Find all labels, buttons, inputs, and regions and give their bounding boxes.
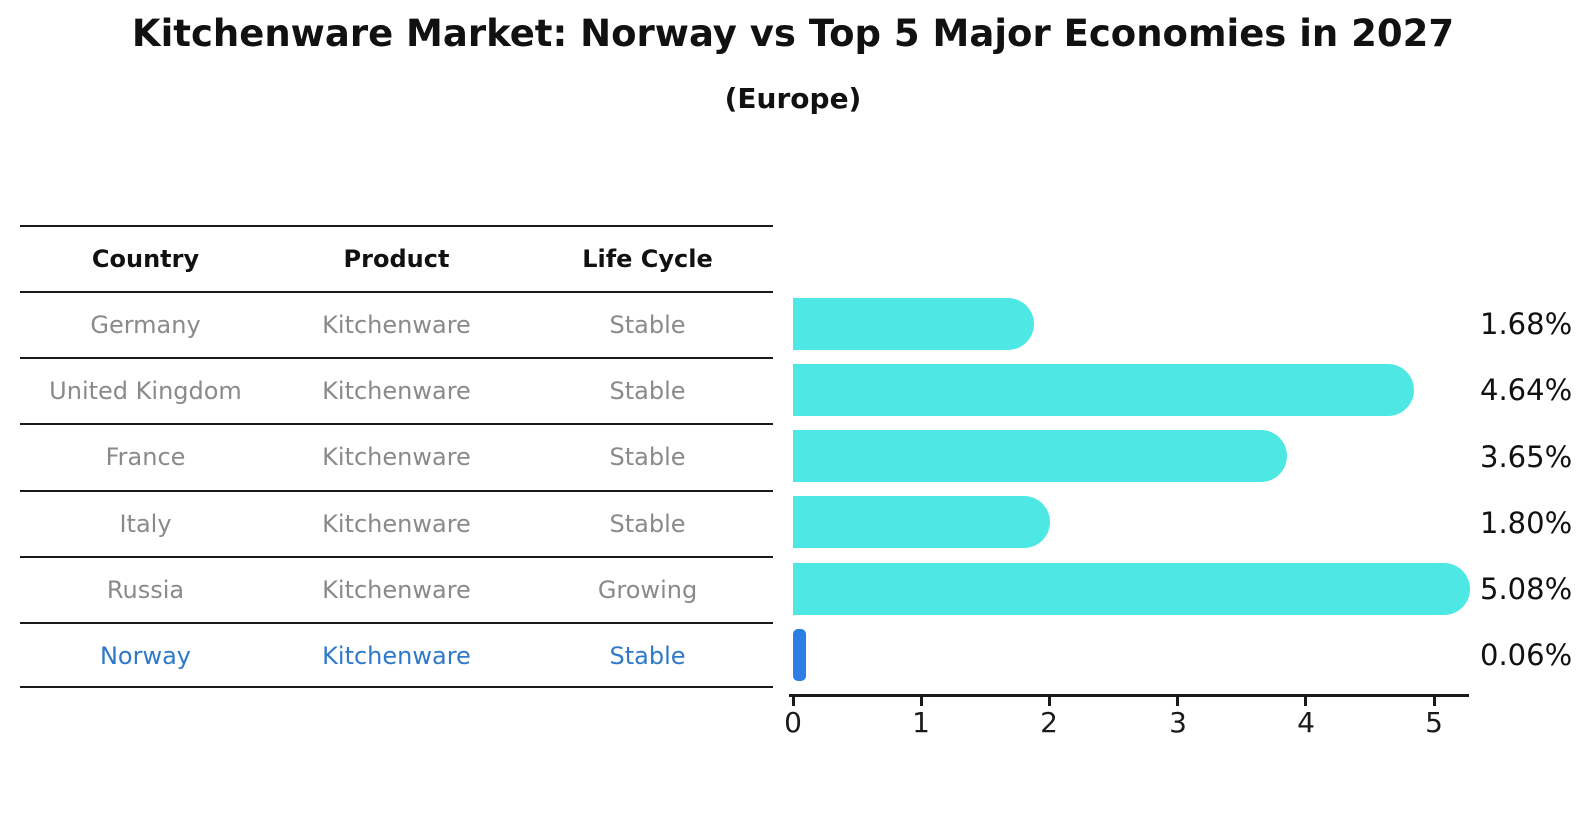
cell-life-cycle: Stable bbox=[609, 377, 686, 406]
table-header-row: Country Product Life Cycle bbox=[20, 225, 773, 291]
cell-country: United Kingdom bbox=[49, 377, 242, 406]
country-table: Country Product Life Cycle Germany Kitch… bbox=[20, 225, 773, 688]
x-tick-label-3: 3 bbox=[1169, 706, 1187, 739]
bar-russia bbox=[793, 563, 1470, 615]
x-axis-tick bbox=[920, 697, 923, 706]
x-axis-tick bbox=[1176, 697, 1179, 706]
bar-italy bbox=[793, 496, 1050, 548]
value-label-russia: 5.08% bbox=[1480, 572, 1573, 606]
x-tick-label-4: 4 bbox=[1297, 706, 1315, 739]
value-label-united-kingdom: 4.64% bbox=[1480, 373, 1573, 407]
cell-product: Kitchenware bbox=[322, 509, 471, 538]
table-row-norway: Norway Kitchenware Stable bbox=[20, 621, 773, 688]
cell-country: Russia bbox=[106, 575, 185, 604]
col-header-product: Product bbox=[343, 245, 450, 274]
cell-country: Norway bbox=[99, 641, 192, 670]
table-row-italy: Italy Kitchenware Stable bbox=[20, 489, 773, 556]
x-tick-label-0: 0 bbox=[784, 706, 802, 739]
table-row-france: France Kitchenware Stable bbox=[20, 423, 773, 489]
col-header-life-cycle: Life Cycle bbox=[582, 245, 713, 274]
value-label-germany: 1.68% bbox=[1480, 307, 1573, 341]
x-tick-label-2: 2 bbox=[1040, 706, 1058, 739]
cell-product: Kitchenware bbox=[322, 443, 471, 472]
bar-norway bbox=[793, 629, 806, 681]
x-tick-label-1: 1 bbox=[912, 706, 930, 739]
x-axis-tick bbox=[1433, 697, 1436, 706]
col-header-country: Country bbox=[91, 245, 200, 274]
bar-united-kingdom bbox=[793, 364, 1414, 416]
x-axis-tick bbox=[1304, 697, 1307, 706]
x-axis-tick bbox=[792, 697, 795, 706]
table-row-united-kingdom: United Kingdom Kitchenware Stable bbox=[20, 357, 773, 423]
cell-life-cycle: Stable bbox=[609, 443, 686, 472]
table-row-russia: Russia Kitchenware Growing bbox=[20, 555, 773, 622]
bar-germany bbox=[793, 298, 1034, 350]
cell-country: France bbox=[105, 443, 186, 472]
x-tick-label-5: 5 bbox=[1425, 706, 1443, 739]
value-label-italy: 1.80% bbox=[1480, 506, 1573, 540]
chart-subtitle: (Europe) bbox=[724, 82, 862, 115]
cell-product: Kitchenware bbox=[322, 377, 471, 406]
cell-life-cycle: Stable bbox=[609, 509, 686, 538]
cell-life-cycle: Stable bbox=[609, 311, 686, 340]
cell-country: Germany bbox=[90, 311, 201, 340]
cell-life-cycle: Growing bbox=[597, 575, 698, 604]
cell-product: Kitchenware bbox=[322, 641, 471, 670]
value-label-france: 3.65% bbox=[1480, 440, 1573, 474]
bar-france bbox=[793, 430, 1287, 482]
cell-life-cycle: Stable bbox=[609, 641, 686, 670]
cell-product: Kitchenware bbox=[322, 575, 471, 604]
value-label-norway: 0.06% bbox=[1480, 638, 1573, 672]
x-axis-line bbox=[789, 694, 1469, 697]
table-row-germany: Germany Kitchenware Stable bbox=[20, 291, 773, 357]
cell-product: Kitchenware bbox=[322, 311, 471, 340]
chart-title: Kitchenware Market: Norway vs Top 5 Majo… bbox=[131, 12, 1455, 55]
cell-country: Italy bbox=[119, 509, 172, 538]
x-axis-tick bbox=[1048, 697, 1051, 706]
